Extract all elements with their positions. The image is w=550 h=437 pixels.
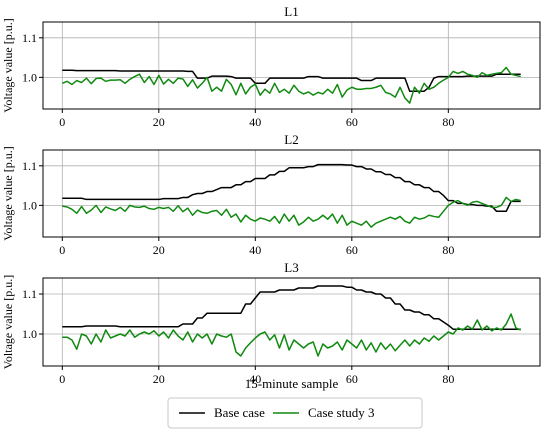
subplot-title: L2 xyxy=(284,132,298,147)
x-tick-label: 80 xyxy=(442,372,454,386)
y-axis-label: Voltage value [p.u.] xyxy=(1,275,15,369)
x-tick-label: 20 xyxy=(153,372,165,386)
y-tick-label: 1.0 xyxy=(22,198,37,212)
subplot-title: L3 xyxy=(284,260,298,275)
x-tick-label: 60 xyxy=(346,243,358,257)
x-axis-label: 15-minute sample xyxy=(245,376,339,391)
subplot-1: 0 20 40 60 80 1.0 1.1 L1 Voltage value [p.u.] xyxy=(1,4,541,129)
x-tick-label: 60 xyxy=(346,372,358,386)
x-tick-label: 40 xyxy=(249,372,261,386)
x-tick-label: 20 xyxy=(153,115,165,129)
series-line-base-case xyxy=(62,285,521,330)
series-line-base-case xyxy=(62,69,521,92)
y-tick-label: 1.0 xyxy=(22,327,37,341)
legend: Base case Case study 3 xyxy=(167,397,423,429)
legend-label-case-study-3: Case study 3 xyxy=(308,405,374,420)
x-tick-label: 0 xyxy=(59,115,65,129)
x-tick-label: 20 xyxy=(153,243,165,257)
y-tick-label: 1.1 xyxy=(22,31,37,45)
y-axis-label: Voltage value [p.u.] xyxy=(1,146,15,240)
subplot-3: 0 20 40 60 80 1.0 1.1 L3 Voltage value [p.u.] xyxy=(1,260,541,386)
y-axis-label: Voltage value [p.u.] xyxy=(1,18,15,112)
y-tick-label: 1.0 xyxy=(22,70,37,84)
plot-frame xyxy=(42,21,541,110)
y-tick-label: 1.1 xyxy=(22,287,37,301)
x-tick-label: 0 xyxy=(59,243,65,257)
x-tick-label: 60 xyxy=(346,115,358,129)
legend-box xyxy=(167,397,423,429)
subplot-title: L1 xyxy=(284,4,298,19)
plot-frame xyxy=(42,277,541,367)
x-tick-label: 0 xyxy=(59,372,65,386)
series-line-base-case xyxy=(62,163,521,213)
y-tick-label: 1.1 xyxy=(22,159,37,173)
subplot-2: 0 20 40 60 80 1.0 1.1 L2 Voltage value [p.u.] xyxy=(1,132,541,257)
series-line-case-study-3 xyxy=(62,66,521,104)
series-line-case-study-3 xyxy=(62,313,521,357)
series-line-case-study-3 xyxy=(62,196,521,228)
x-tick-label: 80 xyxy=(442,115,454,129)
x-tick-label: 40 xyxy=(249,243,261,257)
plot-frame xyxy=(42,149,541,238)
legend-label-base-case: Base case xyxy=(214,405,265,420)
x-tick-label: 40 xyxy=(249,115,261,129)
x-tick-label: 80 xyxy=(442,243,454,257)
